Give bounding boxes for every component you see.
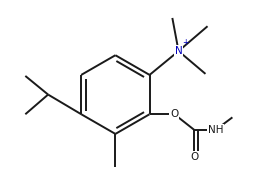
Text: +: + [182,38,189,47]
Text: NH: NH [208,125,224,135]
Text: O: O [190,152,198,162]
Text: N: N [175,46,182,56]
Text: O: O [170,109,178,119]
